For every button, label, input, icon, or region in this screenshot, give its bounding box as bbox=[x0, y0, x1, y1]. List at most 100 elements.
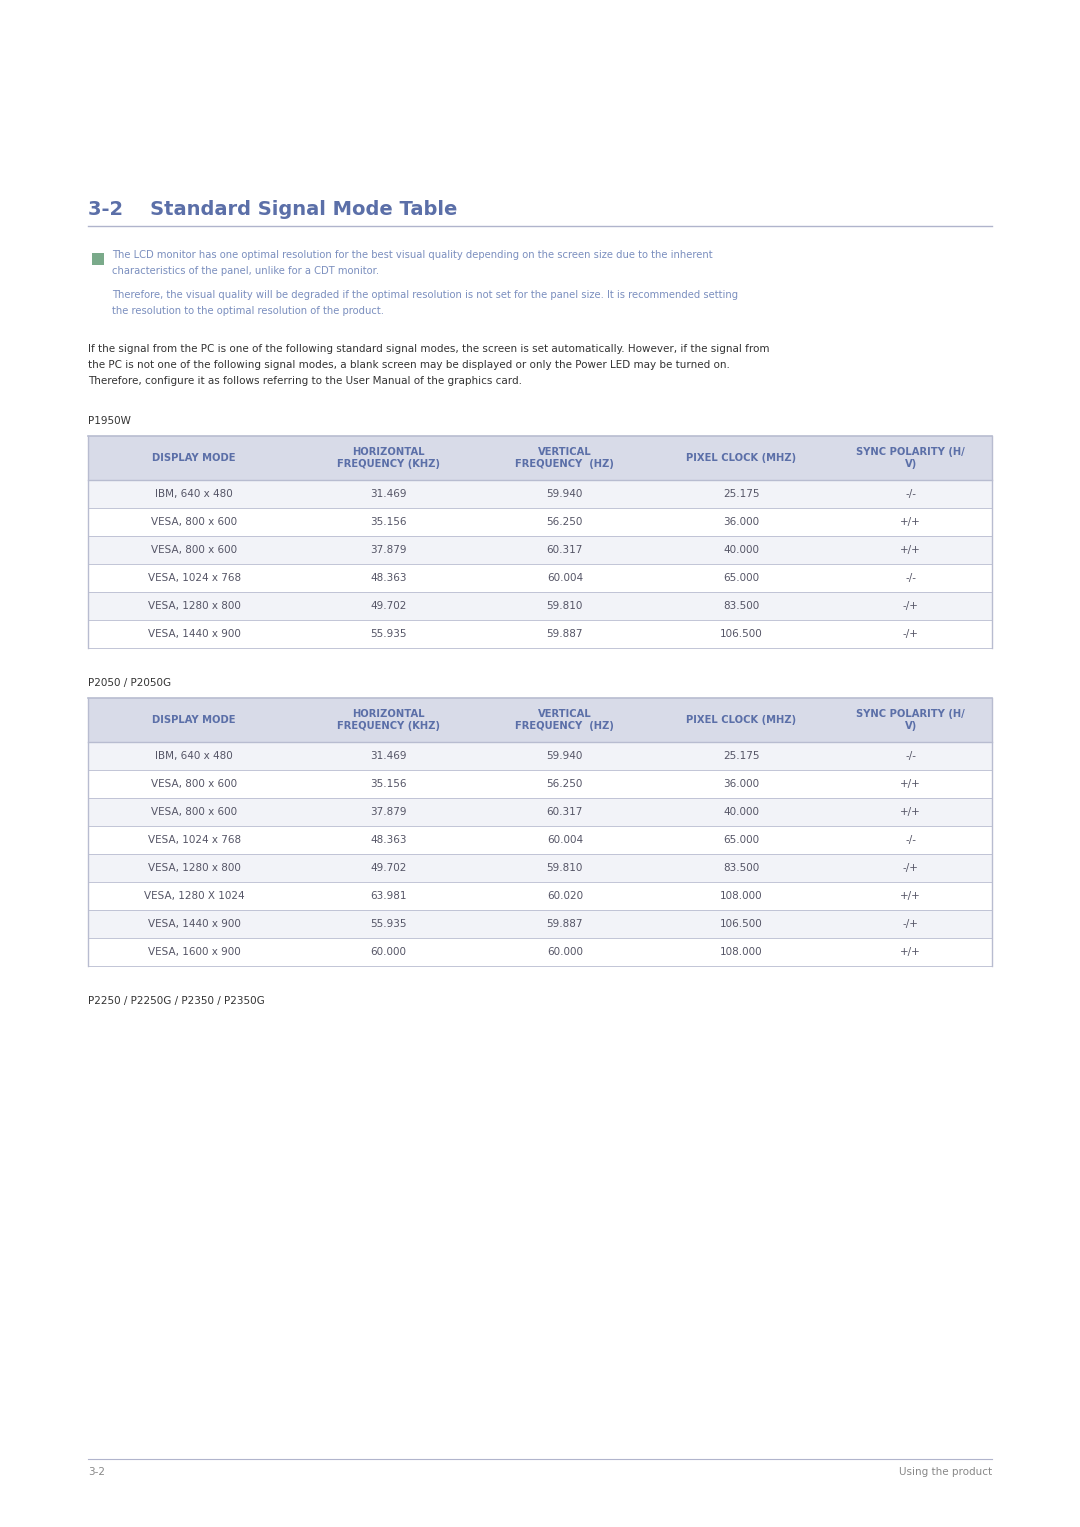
Text: 60.004: 60.004 bbox=[546, 835, 583, 844]
FancyBboxPatch shape bbox=[87, 479, 993, 508]
Text: VESA, 1280 x 800: VESA, 1280 x 800 bbox=[148, 863, 241, 873]
Text: 83.500: 83.500 bbox=[723, 602, 759, 611]
FancyBboxPatch shape bbox=[87, 620, 993, 647]
Text: 40.000: 40.000 bbox=[724, 806, 759, 817]
FancyBboxPatch shape bbox=[87, 437, 993, 479]
Text: 49.702: 49.702 bbox=[370, 602, 407, 611]
Text: 3-2    Standard Signal Mode Table: 3-2 Standard Signal Mode Table bbox=[87, 200, 457, 218]
Text: HORIZONTAL
FREQUENCY (KHZ): HORIZONTAL FREQUENCY (KHZ) bbox=[337, 447, 440, 469]
FancyBboxPatch shape bbox=[87, 536, 993, 563]
Text: VESA, 800 x 600: VESA, 800 x 600 bbox=[151, 518, 238, 527]
Text: VESA, 1024 x 768: VESA, 1024 x 768 bbox=[148, 835, 241, 844]
Text: DISPLAY MODE: DISPLAY MODE bbox=[152, 715, 235, 725]
FancyBboxPatch shape bbox=[87, 563, 993, 592]
Text: 25.175: 25.175 bbox=[723, 751, 759, 760]
Text: 59.810: 59.810 bbox=[546, 602, 583, 611]
Text: -/-: -/- bbox=[905, 751, 916, 760]
Text: 55.935: 55.935 bbox=[370, 919, 407, 928]
Text: 60.020: 60.020 bbox=[546, 890, 583, 901]
Text: +/+: +/+ bbox=[901, 890, 921, 901]
Text: P2050 / P2050G: P2050 / P2050G bbox=[87, 678, 171, 689]
Text: -/-: -/- bbox=[905, 835, 916, 844]
Text: 40.000: 40.000 bbox=[724, 545, 759, 554]
Text: VESA, 1024 x 768: VESA, 1024 x 768 bbox=[148, 573, 241, 583]
Text: 106.500: 106.500 bbox=[719, 919, 762, 928]
Text: 83.500: 83.500 bbox=[723, 863, 759, 873]
Text: VESA, 800 x 600: VESA, 800 x 600 bbox=[151, 806, 238, 817]
Text: DISPLAY MODE: DISPLAY MODE bbox=[152, 454, 235, 463]
Text: -/-: -/- bbox=[905, 573, 916, 583]
Text: +/+: +/+ bbox=[901, 545, 921, 554]
Text: -/+: -/+ bbox=[903, 863, 919, 873]
Text: HORIZONTAL
FREQUENCY (KHZ): HORIZONTAL FREQUENCY (KHZ) bbox=[337, 709, 440, 731]
Text: 3-2: 3-2 bbox=[87, 1467, 105, 1477]
Text: IBM, 640 x 480: IBM, 640 x 480 bbox=[156, 751, 233, 760]
Text: 56.250: 56.250 bbox=[546, 518, 583, 527]
FancyBboxPatch shape bbox=[87, 799, 993, 826]
Text: -/+: -/+ bbox=[903, 629, 919, 638]
Text: P2250 / P2250G / P2350 / P2350G: P2250 / P2250G / P2350 / P2350G bbox=[87, 996, 265, 1006]
Text: 31.469: 31.469 bbox=[370, 489, 407, 499]
Text: VESA, 1440 x 900: VESA, 1440 x 900 bbox=[148, 919, 241, 928]
Text: P1950W: P1950W bbox=[87, 415, 131, 426]
FancyBboxPatch shape bbox=[87, 910, 993, 938]
FancyBboxPatch shape bbox=[87, 508, 993, 536]
Text: -/-: -/- bbox=[905, 489, 916, 499]
Text: 59.887: 59.887 bbox=[546, 919, 583, 928]
Text: 65.000: 65.000 bbox=[724, 573, 759, 583]
Text: VESA, 1440 x 900: VESA, 1440 x 900 bbox=[148, 629, 241, 638]
Text: VERTICAL
FREQUENCY  (HZ): VERTICAL FREQUENCY (HZ) bbox=[515, 447, 615, 469]
Text: -/+: -/+ bbox=[903, 919, 919, 928]
Text: 59.940: 59.940 bbox=[546, 489, 583, 499]
Text: 65.000: 65.000 bbox=[724, 835, 759, 844]
Text: SYNC POLARITY (H/
V): SYNC POLARITY (H/ V) bbox=[856, 709, 966, 731]
Text: +/+: +/+ bbox=[901, 806, 921, 817]
Text: PIXEL CLOCK (MHZ): PIXEL CLOCK (MHZ) bbox=[686, 454, 796, 463]
Text: 59.887: 59.887 bbox=[546, 629, 583, 638]
Text: 49.702: 49.702 bbox=[370, 863, 407, 873]
Text: 108.000: 108.000 bbox=[720, 947, 762, 957]
Text: Therefore, the visual quality will be degraded if the optimal resolution is not : Therefore, the visual quality will be de… bbox=[112, 290, 738, 299]
Text: 35.156: 35.156 bbox=[370, 518, 407, 527]
Text: IBM, 640 x 480: IBM, 640 x 480 bbox=[156, 489, 233, 499]
Text: If the signal from the PC is one of the following standard signal modes, the scr: If the signal from the PC is one of the … bbox=[87, 344, 769, 354]
Text: VESA, 800 x 600: VESA, 800 x 600 bbox=[151, 779, 238, 789]
Text: VESA, 800 x 600: VESA, 800 x 600 bbox=[151, 545, 238, 554]
Text: 25.175: 25.175 bbox=[723, 489, 759, 499]
FancyBboxPatch shape bbox=[87, 938, 993, 967]
Text: 37.879: 37.879 bbox=[370, 545, 407, 554]
Text: 60.317: 60.317 bbox=[546, 545, 583, 554]
Text: 106.500: 106.500 bbox=[719, 629, 762, 638]
Text: 60.317: 60.317 bbox=[546, 806, 583, 817]
Text: 56.250: 56.250 bbox=[546, 779, 583, 789]
Text: SYNC POLARITY (H/
V): SYNC POLARITY (H/ V) bbox=[856, 447, 966, 469]
FancyBboxPatch shape bbox=[87, 854, 993, 883]
FancyBboxPatch shape bbox=[87, 742, 993, 770]
Text: VERTICAL
FREQUENCY  (HZ): VERTICAL FREQUENCY (HZ) bbox=[515, 709, 615, 731]
FancyBboxPatch shape bbox=[87, 592, 993, 620]
Text: the resolution to the optimal resolution of the product.: the resolution to the optimal resolution… bbox=[112, 305, 384, 316]
Text: The LCD monitor has one optimal resolution for the best visual quality depending: The LCD monitor has one optimal resoluti… bbox=[112, 250, 713, 260]
Text: VESA, 1280 x 800: VESA, 1280 x 800 bbox=[148, 602, 241, 611]
FancyBboxPatch shape bbox=[87, 698, 993, 742]
Text: 59.810: 59.810 bbox=[546, 863, 583, 873]
FancyBboxPatch shape bbox=[87, 826, 993, 854]
Text: 35.156: 35.156 bbox=[370, 779, 407, 789]
Text: +/+: +/+ bbox=[901, 779, 921, 789]
Text: 63.981: 63.981 bbox=[370, 890, 407, 901]
FancyBboxPatch shape bbox=[87, 883, 993, 910]
Text: 36.000: 36.000 bbox=[724, 518, 759, 527]
Text: Using the product: Using the product bbox=[899, 1467, 993, 1477]
FancyBboxPatch shape bbox=[92, 253, 104, 266]
Text: 36.000: 36.000 bbox=[724, 779, 759, 789]
Text: 37.879: 37.879 bbox=[370, 806, 407, 817]
Text: 60.000: 60.000 bbox=[370, 947, 406, 957]
Text: characteristics of the panel, unlike for a CDT monitor.: characteristics of the panel, unlike for… bbox=[112, 266, 379, 276]
Text: 108.000: 108.000 bbox=[720, 890, 762, 901]
Text: 60.004: 60.004 bbox=[546, 573, 583, 583]
Text: 48.363: 48.363 bbox=[370, 835, 407, 844]
Text: +/+: +/+ bbox=[901, 947, 921, 957]
Text: VESA, 1600 x 900: VESA, 1600 x 900 bbox=[148, 947, 241, 957]
Text: 55.935: 55.935 bbox=[370, 629, 407, 638]
Text: PIXEL CLOCK (MHZ): PIXEL CLOCK (MHZ) bbox=[686, 715, 796, 725]
